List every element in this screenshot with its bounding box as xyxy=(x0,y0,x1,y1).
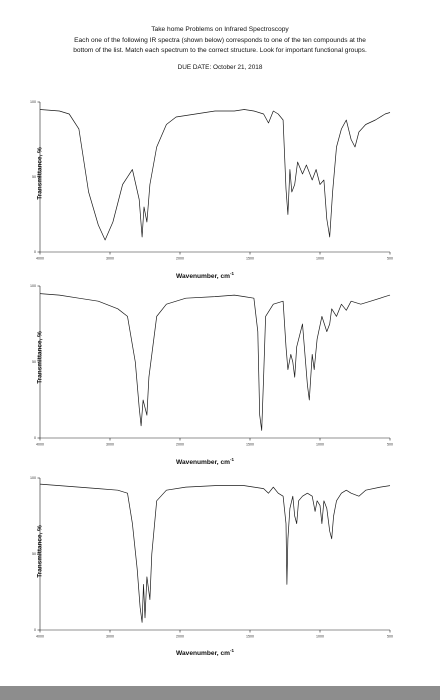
spectrum-trace xyxy=(39,293,391,431)
ir-spectrum-1: 4000 3000 2000 1500 1000 500 100 50 0 Transmitta… xyxy=(0,90,440,290)
document-title: Take home Problems on Infrared Spectrosc… xyxy=(151,26,289,33)
due-date: DUE DATE: October 21, 2018 xyxy=(177,64,263,71)
x-axis-label: Wavenumber, cm-1 xyxy=(176,648,235,658)
x-tick-label: 3000 xyxy=(106,635,114,639)
axis-lines xyxy=(39,286,390,439)
y-tick-label: 100 xyxy=(30,476,36,480)
x-tick-label: 1000 xyxy=(316,443,324,447)
x-tick-label: 2000 xyxy=(176,635,184,639)
y-axis-label: Transmittance, % xyxy=(36,525,44,578)
x-tick-label: 500 xyxy=(387,635,393,639)
x-tick-label: 1000 xyxy=(316,257,324,261)
y-tick-label: 50 xyxy=(32,175,36,179)
x-tick-label: 2000 xyxy=(176,257,184,261)
y-tick-label: 0 xyxy=(34,628,36,632)
axis-lines xyxy=(39,102,390,253)
ir-spectrum-3: 4000 3000 2000 1500 1000 500 100 50 0 Transmitta… xyxy=(0,470,440,670)
x-tick-label: 500 xyxy=(387,257,393,261)
y-tick-label: 0 xyxy=(34,436,36,440)
y-tick-label: 50 xyxy=(32,360,36,364)
x-axis-label: Wavenumber, cm-1 xyxy=(176,271,235,281)
x-tick-label: 2000 xyxy=(176,443,184,447)
x-tick-label: 3000 xyxy=(106,257,114,261)
x-axis-label: Wavenumber, cm-1 xyxy=(176,457,235,467)
ir-spectrum-2: 4000 3000 2000 1500 1000 500 100 50 0 Transmitta… xyxy=(0,280,440,480)
y-tick-label: 0 xyxy=(34,250,36,254)
page-bottom-border xyxy=(0,686,440,700)
x-tick-label: 1000 xyxy=(316,635,324,639)
x-tick-label: 4000 xyxy=(36,257,44,261)
spectrum-trace xyxy=(39,483,391,623)
x-tick-label: 3000 xyxy=(106,443,114,447)
spectrum-trace xyxy=(39,109,391,241)
x-tick-label: 1500 xyxy=(246,257,254,261)
x-tick-label: 1500 xyxy=(246,635,254,639)
x-tick-label: 4000 xyxy=(36,443,44,447)
x-tick-label: 500 xyxy=(387,443,393,447)
y-axis-label: Transmittance, % xyxy=(36,147,44,200)
instructions-line-2: bottom of the list. Match each spectrum … xyxy=(73,47,367,54)
x-tick-label: 1500 xyxy=(246,443,254,447)
instructions-line-1: Each one of the following IR spectra (sh… xyxy=(74,37,366,44)
x-tick-label: 4000 xyxy=(36,635,44,639)
y-axis-label: Transmittance, % xyxy=(36,331,44,384)
y-tick-label: 100 xyxy=(30,100,36,104)
axis-lines xyxy=(39,478,390,631)
y-tick-label: 100 xyxy=(30,284,36,288)
y-tick-label: 50 xyxy=(32,552,36,556)
